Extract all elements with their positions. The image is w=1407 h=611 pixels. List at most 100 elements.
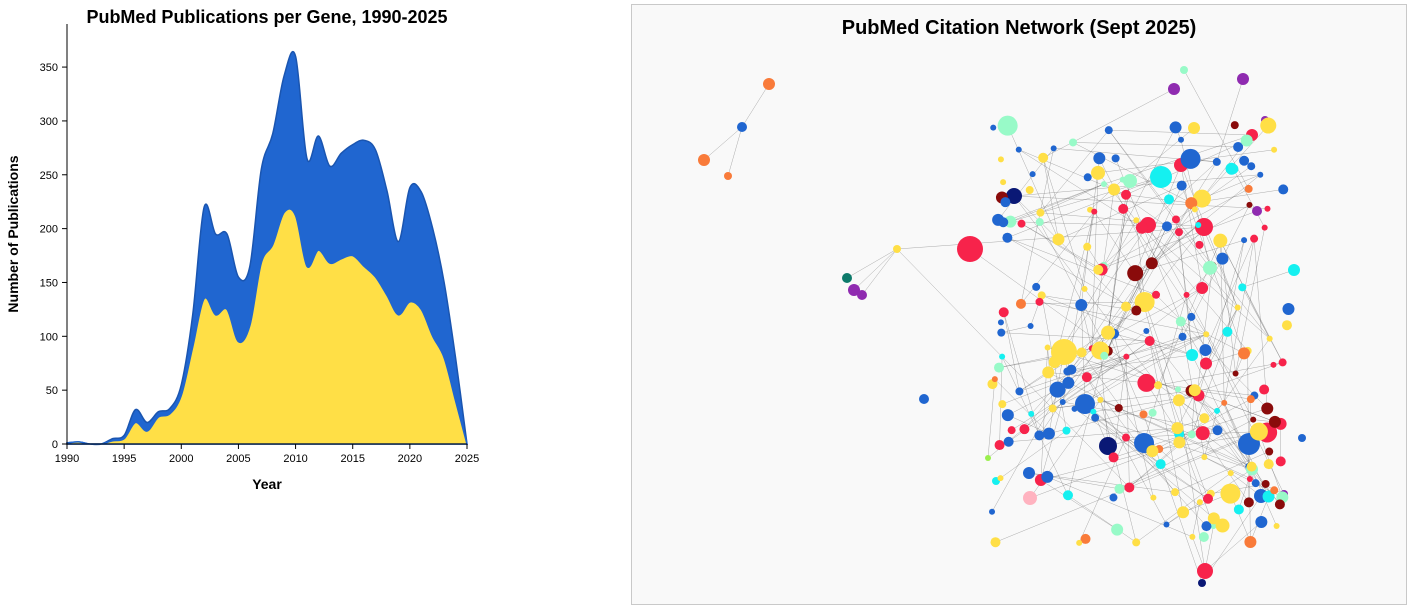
x-axis-title: Year <box>252 476 282 492</box>
network-node <box>893 245 901 253</box>
network-node <box>991 376 998 383</box>
network-node <box>1137 373 1156 392</box>
network-edge <box>1003 312 1020 392</box>
network-node <box>1081 372 1092 383</box>
network-node <box>1083 173 1092 182</box>
network-node <box>1059 399 1066 406</box>
network-node <box>1177 136 1184 143</box>
network-edge <box>1078 437 1127 543</box>
network-edge <box>1135 224 1199 274</box>
network-edge <box>1007 414 1050 434</box>
network-node <box>1080 533 1091 544</box>
network-node <box>1180 66 1188 74</box>
network-edge <box>1028 472 1176 493</box>
network-edge <box>1084 288 1159 386</box>
network-node <box>1198 531 1209 542</box>
network-node <box>1169 121 1182 134</box>
network-node <box>1232 370 1239 377</box>
network-node <box>1127 265 1144 282</box>
network-edge <box>1108 130 1213 266</box>
network-node <box>763 78 775 90</box>
network-node <box>1188 122 1200 134</box>
network-edge <box>1166 226 1238 308</box>
network-edge <box>1129 127 1195 182</box>
network-node <box>848 284 860 296</box>
network-node <box>1124 482 1135 493</box>
network-edge <box>1107 332 1144 415</box>
network-node <box>1122 433 1131 442</box>
network-edge <box>1204 410 1218 458</box>
network-edge <box>1013 195 1127 307</box>
network-node <box>1265 447 1274 456</box>
network-node <box>1172 394 1185 407</box>
network-node <box>1111 523 1124 536</box>
network-node <box>1251 479 1260 488</box>
network-edge <box>1021 223 1102 270</box>
network-node <box>1123 353 1130 360</box>
network-edge <box>1003 183 1105 223</box>
network-node <box>1015 387 1024 396</box>
network-edge <box>1147 224 1187 295</box>
network-node <box>1161 221 1172 232</box>
x-tick-label: 2025 <box>455 453 479 465</box>
network-nodes <box>698 66 1306 587</box>
network-node <box>1083 242 1092 251</box>
network-node <box>1195 221 1202 228</box>
network-edge <box>1180 164 1238 308</box>
network-node <box>998 307 1009 318</box>
network-node <box>1189 533 1196 540</box>
network-edge <box>969 248 1205 419</box>
network-node <box>1163 521 1170 528</box>
network-node <box>1298 434 1306 442</box>
network-node <box>1104 126 1113 135</box>
network-edge <box>1100 399 1137 543</box>
network-edge <box>1007 237 1157 295</box>
network-node <box>737 122 747 132</box>
network-edge <box>1054 220 1137 363</box>
publications-area-chart: PubMed Publications per Gene, 1990-2025 … <box>5 7 479 492</box>
network-edge <box>1242 287 1283 363</box>
y-tick-label: 150 <box>40 277 58 289</box>
network-node <box>1195 240 1204 249</box>
network-edge <box>1081 304 1092 349</box>
network-edge <box>1007 125 1059 240</box>
y-tick-label: 350 <box>40 62 58 74</box>
network-node <box>1097 396 1104 403</box>
network-edge <box>1018 149 1143 228</box>
network-node <box>1239 155 1250 166</box>
network-node <box>1278 358 1287 367</box>
network-node <box>1093 152 1106 165</box>
network-edge <box>1155 294 1268 409</box>
y-axis-title: Number of Publications <box>5 155 21 312</box>
network-node <box>1175 316 1186 327</box>
network-node <box>1264 205 1271 212</box>
network-node <box>997 115 1018 136</box>
network-edge <box>1216 338 1270 412</box>
network-node <box>1268 415 1281 428</box>
network-node <box>1076 347 1087 358</box>
network-edge <box>1068 333 1115 384</box>
network-edge <box>1011 356 1127 431</box>
network-node <box>1025 186 1034 195</box>
network-node <box>857 290 867 300</box>
network-edge <box>741 83 770 128</box>
network-edge <box>1136 220 1270 339</box>
network-node <box>1263 459 1274 470</box>
network-edge <box>1191 390 1269 497</box>
network-node <box>1213 233 1228 248</box>
network-node <box>1029 171 1036 178</box>
network-edge <box>1104 202 1192 356</box>
network-edge <box>1098 210 1258 270</box>
network-edge <box>703 126 743 161</box>
y-tick-label: 300 <box>40 116 58 128</box>
network-edge <box>1180 321 1207 364</box>
network-node <box>1201 454 1208 461</box>
network-node <box>1175 386 1182 393</box>
citation-network-graph <box>698 66 1306 587</box>
network-node <box>1187 430 1196 439</box>
network-node <box>1188 384 1201 397</box>
network-edge <box>1216 78 1244 162</box>
network-node <box>1109 493 1118 502</box>
network-node <box>1259 384 1270 395</box>
network-node <box>1270 361 1277 368</box>
